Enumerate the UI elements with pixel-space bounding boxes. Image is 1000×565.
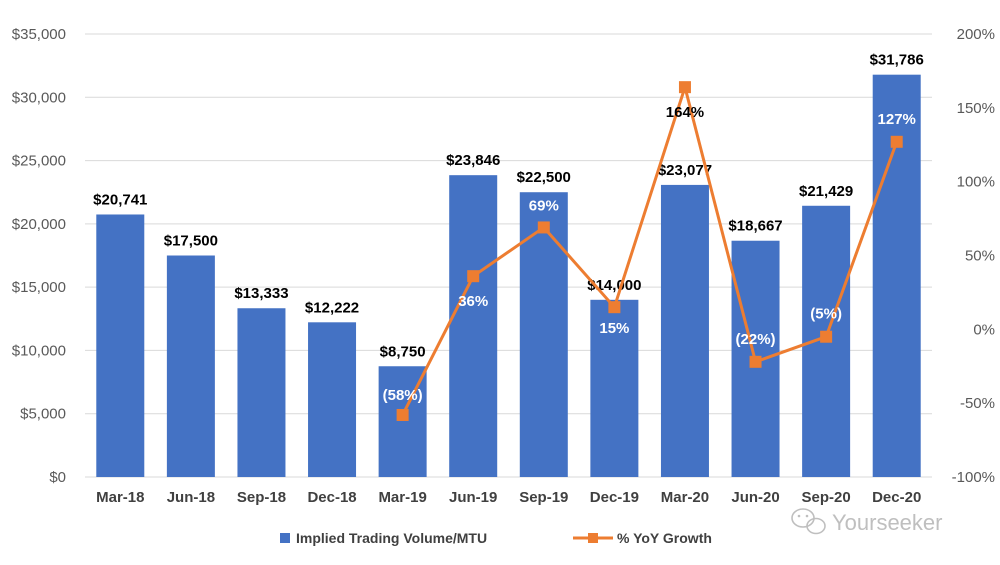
growth-value-label: 36%	[458, 293, 488, 310]
wechat-icon	[791, 508, 826, 535]
x-tick-label: Sep-18	[237, 489, 286, 506]
growth-value-label: 15%	[599, 320, 629, 337]
y-right-tick-label: 150%	[957, 100, 995, 117]
y-right-tick-label: 0%	[973, 321, 995, 338]
y-left-tick-label: $25,000	[12, 153, 66, 170]
growth-marker	[608, 301, 621, 314]
bar-value-label: $23,077	[658, 162, 712, 179]
growth-value-label: 127%	[878, 111, 916, 128]
bar	[519, 192, 568, 477]
growth-marker	[749, 355, 762, 368]
bar-data-labels: $20,741 $17,500 $13,333 $12,222 $8,750 $23,84…	[93, 52, 924, 361]
y-right-tick-label: 100%	[957, 174, 995, 191]
x-tick-label: Jun-20	[731, 489, 779, 506]
x-axis-ticks: Mar-18 Jun-18 Sep-18 Dec-18 Mar-19 Jun-19 Sep-…	[96, 489, 921, 506]
y-right-tick-label: -50%	[960, 395, 995, 412]
y-left-tick-label: $5,000	[20, 406, 66, 423]
x-tick-label: Mar-20	[661, 489, 709, 506]
bar-value-label: $23,846	[446, 152, 500, 169]
bar-value-label: $31,786	[870, 52, 924, 69]
line-series: (58%) 36% 69% 15% 164% (22%) (5%) 127%	[383, 81, 916, 421]
legend: Implied Trading Volume/MTU % YoY Growth	[280, 530, 712, 546]
bar-value-label: $18,667	[728, 218, 782, 235]
legend-swatch-bar	[280, 533, 290, 543]
y-left-tick-label: $30,000	[12, 89, 66, 106]
y-right-tick-label: 50%	[965, 248, 995, 265]
bar-value-label: $13,333	[234, 285, 288, 302]
x-tick-label: Dec-19	[590, 489, 639, 506]
left-axis-ticks: $0 $5,000 $10,000 $15,000 $20,000 $25,000 $30,…	[12, 26, 66, 486]
x-tick-label: Sep-19	[519, 489, 568, 506]
bar-value-label: $21,429	[799, 183, 853, 200]
bar-value-label: $8,750	[380, 343, 426, 360]
bar	[166, 255, 215, 477]
growth-marker	[537, 221, 550, 234]
bar-series	[96, 74, 921, 477]
bar-value-label: $14,000	[587, 277, 641, 294]
growth-value-label: (5%)	[810, 306, 842, 323]
bar-value-label: $20,741	[93, 191, 147, 208]
legend-label-bar: Implied Trading Volume/MTU	[296, 530, 487, 546]
growth-marker	[396, 408, 409, 421]
growth-marker	[820, 330, 833, 343]
growth-value-label: (58%)	[383, 387, 423, 404]
y-left-tick-label: $20,000	[12, 216, 66, 233]
bar-value-label: $22,500	[517, 169, 571, 186]
growth-line	[401, 85, 899, 416]
watermark: Yourseeker	[791, 508, 942, 535]
y-left-tick-label: $10,000	[12, 342, 66, 359]
bar	[660, 184, 709, 477]
growth-marker	[890, 135, 903, 148]
bar	[237, 308, 286, 477]
y-right-tick-label: -100%	[952, 469, 995, 486]
x-tick-label: Mar-19	[378, 489, 426, 506]
legend-marker-line	[588, 533, 598, 543]
x-tick-label: Sep-20	[802, 489, 851, 506]
x-tick-label: Mar-18	[96, 489, 144, 506]
bar	[308, 322, 357, 477]
bar-value-label: $17,500	[164, 233, 218, 250]
growth-marker	[678, 81, 691, 94]
bar	[590, 299, 639, 477]
x-tick-label: Jun-19	[449, 489, 497, 506]
watermark-text: Yourseeker	[832, 510, 942, 535]
y-left-tick-label: $0	[49, 469, 66, 486]
growth-value-label: 164%	[666, 104, 704, 121]
bar-value-label: $12,222	[305, 299, 359, 316]
x-tick-label: Dec-20	[872, 489, 921, 506]
gridlines	[85, 33, 932, 478]
bar	[96, 214, 145, 477]
x-tick-label: Jun-18	[167, 489, 215, 506]
bar	[872, 74, 921, 477]
y-left-tick-label: $35,000	[12, 26, 66, 43]
growth-value-label: 69%	[529, 197, 559, 214]
growth-value-label: (22%)	[736, 331, 776, 348]
bar	[449, 175, 498, 477]
x-tick-label: Dec-18	[307, 489, 356, 506]
legend-label-line: % YoY Growth	[617, 530, 712, 546]
growth-marker	[467, 270, 480, 283]
right-axis-ticks: -100% -50% 0% 50% 100% 150% 200%	[952, 26, 995, 486]
y-right-tick-label: 200%	[957, 26, 995, 43]
y-left-tick-label: $15,000	[12, 279, 66, 296]
